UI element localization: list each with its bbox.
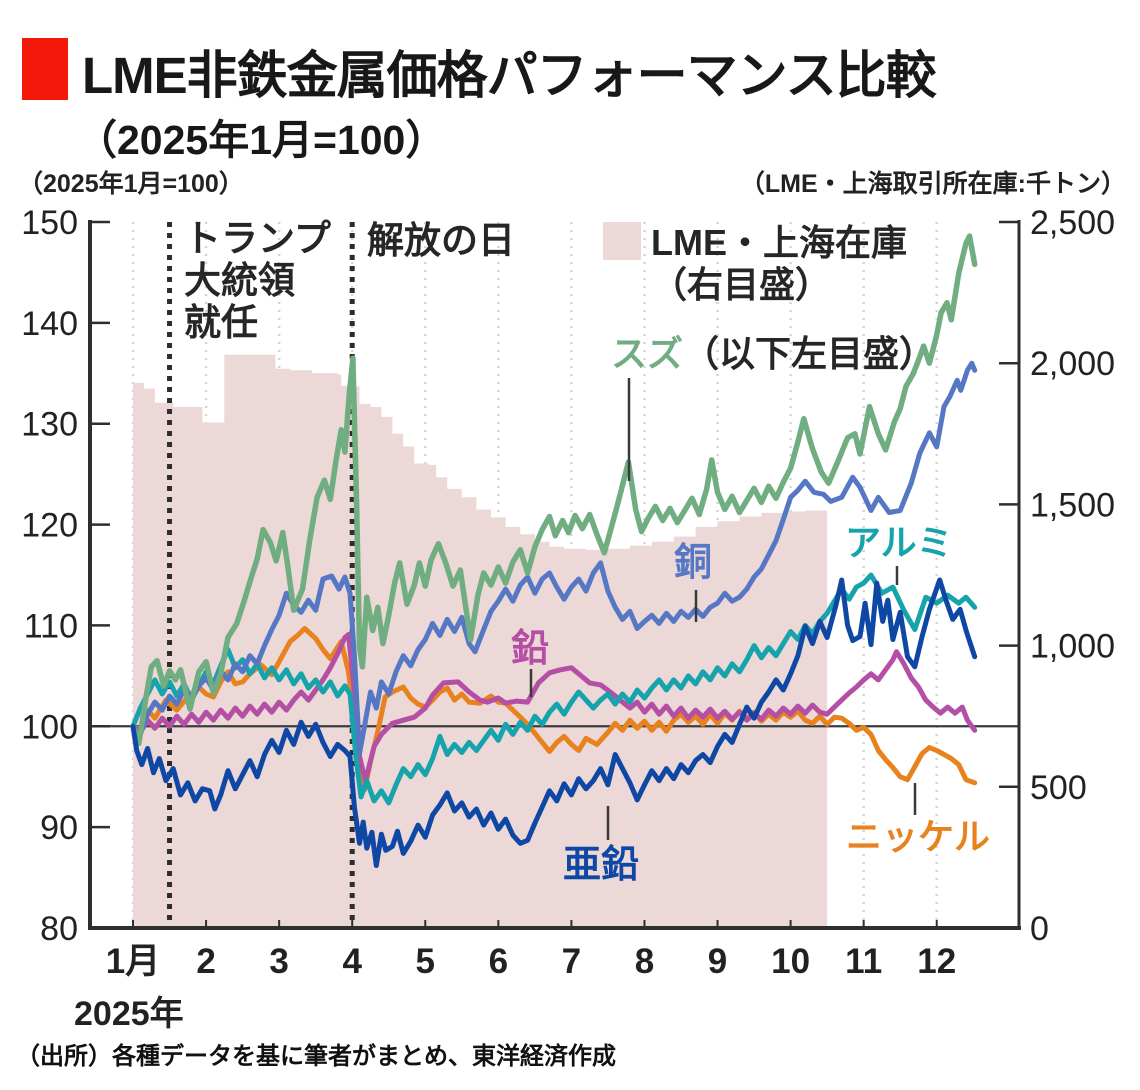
right-tick-label: 1,500 bbox=[1030, 486, 1115, 524]
series-label-nickel: ニッケル bbox=[846, 816, 991, 857]
x-axis-year-label: 2025年 bbox=[74, 995, 184, 1033]
inventory-legend-scale-note: （右目盛） bbox=[651, 264, 832, 305]
left-tick-label: 120 bbox=[21, 507, 78, 545]
left-tick-label: 130 bbox=[21, 406, 78, 444]
series-line-nickel bbox=[130, 626, 978, 793]
series-label-aluminum: アルミ bbox=[845, 522, 953, 563]
month-label: 12 bbox=[917, 942, 956, 981]
series-line-tin bbox=[130, 233, 978, 747]
inventory-legend-label: LME・上海在庫 bbox=[651, 222, 907, 263]
inventory-swatch bbox=[603, 222, 641, 260]
left-tick-label: 100 bbox=[21, 708, 78, 746]
series-line-zinc bbox=[130, 577, 978, 868]
month-label: 7 bbox=[562, 942, 581, 981]
series-label-zinc: 亜鉛 bbox=[563, 844, 640, 886]
left-axis-caption: （2025年1月=100） bbox=[18, 170, 244, 198]
month-label: 4 bbox=[342, 942, 362, 981]
right-tick-label: 500 bbox=[1030, 769, 1087, 807]
month-label: 10 bbox=[771, 942, 810, 981]
page-subtitle: （2025年1月=100） bbox=[76, 117, 447, 163]
series-label-tin: スズ（以下左目盛） bbox=[611, 333, 936, 374]
right-tick-label: 2,000 bbox=[1030, 345, 1115, 383]
right-tick-label: 0 bbox=[1030, 910, 1049, 948]
month-label: 8 bbox=[635, 942, 654, 981]
series-line-lead bbox=[130, 632, 978, 784]
leader-lines bbox=[529, 378, 917, 840]
left-tick-label: 140 bbox=[21, 305, 78, 343]
month-label: 11 bbox=[845, 942, 882, 981]
tin-scale-note: （以下左目盛） bbox=[683, 333, 936, 374]
right-tick-label: 1,000 bbox=[1030, 628, 1115, 666]
month-label: 2 bbox=[196, 942, 215, 981]
left-tick-label: 110 bbox=[24, 607, 78, 645]
title-marker bbox=[22, 38, 68, 100]
month-label: 3 bbox=[269, 942, 288, 981]
annotation-trump-inauguration: トランプ 大統領 就任 bbox=[184, 218, 331, 343]
month-label: 1月 bbox=[106, 942, 160, 981]
tin-name: スズ bbox=[611, 333, 684, 374]
page-title: LME非鉄金属価格パフォーマンス比較 bbox=[82, 47, 937, 104]
left-tick-label: 90 bbox=[40, 809, 78, 847]
series-label-lead: 鉛 bbox=[511, 628, 550, 670]
right-axis-caption: （LME・上海取引所在庫:千トン） bbox=[739, 170, 1126, 198]
right-tick-label: 2,500 bbox=[1030, 204, 1115, 242]
month-label: 6 bbox=[489, 942, 508, 981]
annotation-liberation-day: 解放の日 bbox=[367, 220, 515, 261]
month-label: 5 bbox=[416, 942, 435, 981]
series-label-copper: 銅 bbox=[674, 542, 713, 584]
inventory-legend: LME・上海在庫 （右目盛） bbox=[603, 222, 907, 306]
left-tick-label: 80 bbox=[40, 910, 78, 948]
month-label: 9 bbox=[708, 942, 727, 981]
series-line-copper bbox=[130, 360, 978, 756]
source-note: （出所）各種データを基に筆者がまとめ、東洋経済作成 bbox=[16, 1043, 616, 1070]
left-tick-label: 150 bbox=[21, 204, 78, 242]
